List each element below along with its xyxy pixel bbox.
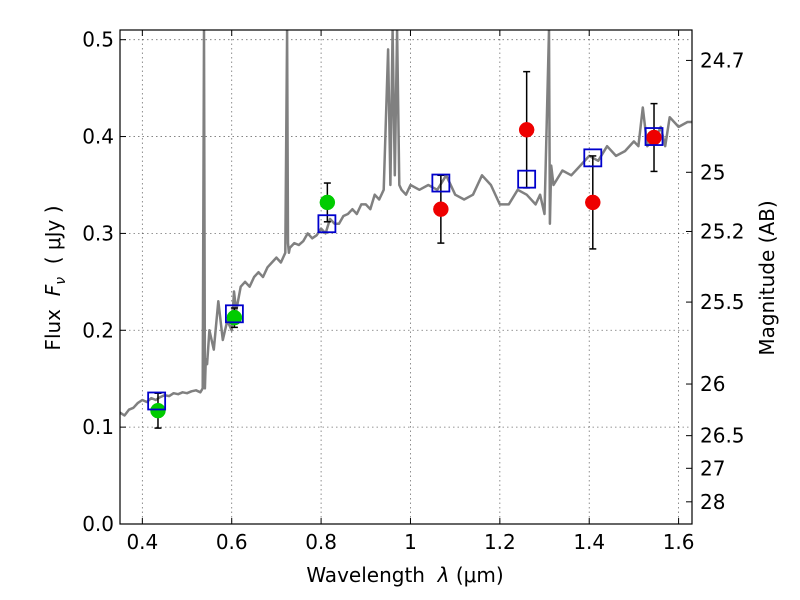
model-spectrum-line bbox=[120, 30, 692, 417]
y-tick-label: 0.1 bbox=[82, 415, 114, 439]
model-spectrum bbox=[120, 30, 692, 417]
x-tick-label: 1.2 bbox=[484, 530, 516, 554]
x-tick-label: 0.6 bbox=[216, 530, 248, 554]
nir-data-point bbox=[646, 129, 662, 146]
model-photometry-square bbox=[517, 169, 537, 189]
x-tick-label: 0.4 bbox=[126, 530, 158, 554]
optical-data-point bbox=[319, 194, 336, 211]
magnitude-axis-ticks: 24.7 25 25.2 25.5 26 26.5 27 28 bbox=[686, 48, 745, 514]
x-tick-label: 1 bbox=[404, 530, 417, 554]
data-points bbox=[147, 122, 664, 419]
x-tick-label: 1.4 bbox=[573, 530, 605, 554]
y-axis-label: Flux Fν ( μJy ) bbox=[41, 205, 69, 350]
x-axis-ticks: 0.4 0.6 0.8 1 1.2 1.4 1.6 bbox=[126, 30, 695, 554]
model-photometry-square bbox=[431, 173, 451, 193]
magnitude-tick-label: 25.2 bbox=[700, 219, 745, 243]
y-tick-label: 0.0 bbox=[82, 512, 114, 536]
nir-data-point bbox=[433, 201, 449, 217]
model-photometry-square bbox=[644, 127, 664, 146]
model-photometry-square bbox=[224, 304, 244, 324]
model-photometry-square bbox=[583, 148, 603, 168]
nir-data-point bbox=[518, 122, 535, 138]
y-axis-ticks: 0.0 0.1 0.2 0.3 0.4 0.5 bbox=[82, 28, 126, 536]
magnitude-tick-label: 27 bbox=[700, 456, 725, 480]
x-axis-label: Wavelength λ (μm) bbox=[306, 563, 503, 587]
y-tick-label: 0.4 bbox=[82, 125, 114, 149]
magnitude-axis-label: Magnitude (AB) bbox=[755, 200, 779, 355]
magnitude-tick-label: 24.7 bbox=[700, 48, 745, 72]
magnitude-tick-label: 28 bbox=[700, 490, 725, 514]
y-tick-label: 0.3 bbox=[82, 221, 114, 245]
model-photometry-square bbox=[317, 214, 337, 234]
x-tick-label: 1.6 bbox=[663, 530, 695, 554]
x-tick-label: 0.8 bbox=[305, 530, 337, 554]
optical-data-point bbox=[150, 402, 166, 419]
magnitude-tick-label: 26 bbox=[700, 372, 725, 396]
magnitude-tick-label: 25 bbox=[700, 160, 725, 184]
model-photometry-square bbox=[147, 391, 167, 411]
y-tick-label: 0.2 bbox=[82, 318, 114, 342]
magnitude-tick-label: 25.5 bbox=[700, 290, 745, 314]
nir-data-point bbox=[585, 194, 601, 211]
error-bars bbox=[154, 70, 658, 429]
plot-frame bbox=[119, 29, 693, 525]
y-tick-label: 0.5 bbox=[82, 28, 114, 52]
magnitude-tick-label: 26.5 bbox=[700, 424, 745, 448]
